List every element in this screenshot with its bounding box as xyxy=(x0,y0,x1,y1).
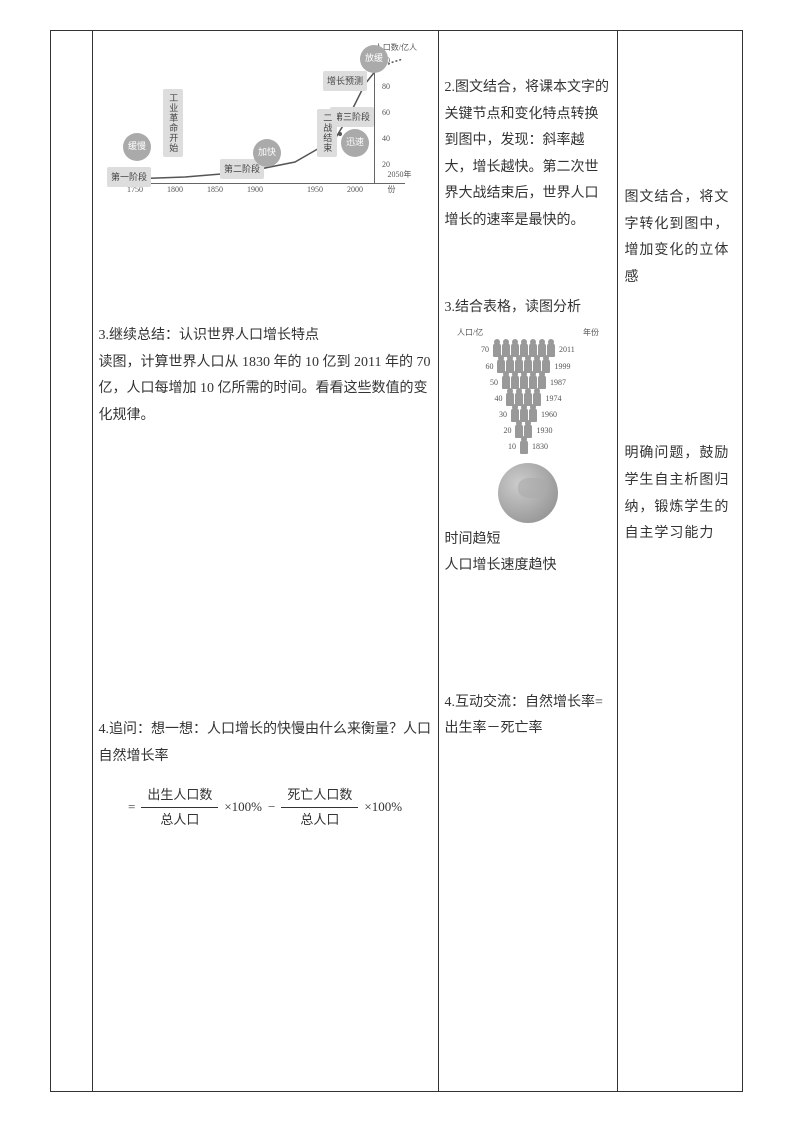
chart2-row-left: 70 xyxy=(469,342,489,357)
person-icon xyxy=(533,392,541,406)
chart2-right-title: 年份 xyxy=(583,325,599,340)
slow-bubble: 缓慢 xyxy=(123,133,151,161)
section-3-body: 读图，计算世界人口从 1830 年的 10 亿到 2011 年的 70 亿，人口… xyxy=(99,350,432,430)
globe-icon xyxy=(498,463,558,523)
equals-sign: = xyxy=(128,795,135,820)
table-col-4: 图文结合，将文字转化到图中，增加变化的立体感 明确问题，鼓励学生自主析图归纳，锻… xyxy=(618,31,743,1092)
growth-curve-chart: 人口数/亿人 100 80 60 40 20 1750 1800 1850 19… xyxy=(105,39,425,209)
document-page: 人口数/亿人 100 80 60 40 20 1750 1800 1850 19… xyxy=(0,0,793,1122)
chart2-row-right: 1974 xyxy=(545,391,573,406)
chart2-row-right: 1960 xyxy=(541,407,569,422)
fraction-birth: 出生人口数 总人口 xyxy=(141,783,218,833)
chart2-row-left: 40 xyxy=(482,391,502,406)
x-tick: 1900 xyxy=(247,183,263,197)
person-icon xyxy=(538,375,546,389)
chart2-row-left: 10 xyxy=(496,439,516,454)
table-col-2: 人口数/亿人 100 80 60 40 20 1750 1800 1850 19… xyxy=(92,31,438,1092)
x-tick: 1950 xyxy=(307,183,323,197)
chart2-row-people xyxy=(511,408,537,422)
population-triangle-chart: 人口/亿 年份 70201160199950198740197430196020… xyxy=(453,325,603,523)
x-tick: 2000 xyxy=(347,183,363,197)
ww2-tag: 二战结束 xyxy=(317,109,337,157)
person-icon xyxy=(547,343,555,357)
faster-bubble: 加快 xyxy=(253,139,281,167)
industrial-tag: 工业革命开始 xyxy=(163,89,183,157)
chart2-row-left: 20 xyxy=(491,423,511,438)
section-4-title: 4.追问：想一想：人口增长的快慢由什么来衡量？人口自然增长率 xyxy=(99,717,432,770)
pct-1: ×100% xyxy=(224,795,262,820)
numerator-death: 死亡人口数 xyxy=(281,783,358,809)
numerator-birth: 出生人口数 xyxy=(141,783,218,809)
stage-1-tag: 第一阶段 xyxy=(107,167,151,187)
minus-sign: − xyxy=(268,795,275,820)
section-4: 4.追问：想一想：人口增长的快慢由什么来衡量？人口自然增长率 = 出生人口数 总… xyxy=(99,717,432,833)
chart2-row-right: 1930 xyxy=(536,423,564,438)
chart2-row-right: 1999 xyxy=(554,359,582,374)
person-icon xyxy=(529,408,537,422)
chart2-row-left: 60 xyxy=(473,359,493,374)
chart2-row: 20 1930 xyxy=(453,423,603,438)
growth-rate-formula: = 出生人口数 总人口 ×100% − 死亡人口数 总人口 ×100% xyxy=(99,783,432,833)
col3-p4: 4.互动交流：自然增长率=出生率－死亡率 xyxy=(445,690,612,743)
chart2-row-people xyxy=(520,440,528,454)
col3-concl2: 人口增长速度趋快 xyxy=(445,553,612,580)
denominator-death: 总人口 xyxy=(294,808,345,833)
chart2-row-left: 30 xyxy=(487,407,507,422)
section-3: 3.继续总结：认识世界人口增长特点 读图，计算世界人口从 1830 年的 10 … xyxy=(99,323,432,429)
main-table: 人口数/亿人 100 80 60 40 20 1750 1800 1850 19… xyxy=(50,30,743,1092)
chart2-row-right: 1987 xyxy=(550,375,578,390)
col3-concl1: 时间趋短 xyxy=(445,527,612,554)
person-icon xyxy=(520,440,528,454)
table-col-1 xyxy=(51,31,93,1092)
table-col-3: 2.图文结合，将课本文字的关键节点和变化特点转换到图中，发现：斜率越大，增长越快… xyxy=(438,31,618,1092)
slowdown-bubble: 放缓 xyxy=(360,45,388,73)
denominator-birth: 总人口 xyxy=(154,808,205,833)
section-3-title: 3.继续总结：认识世界人口增长特点 xyxy=(99,323,432,350)
forecast-tag: 增长预测 xyxy=(323,71,367,91)
x-tick: 1800 xyxy=(167,183,183,197)
fraction-death: 死亡人口数 总人口 xyxy=(281,783,358,833)
col4-p1: 图文结合，将文字转化到图中，增加变化的立体感 xyxy=(624,185,736,291)
chart2-left-title: 人口/亿 xyxy=(457,325,483,340)
rapid-bubble: 迅速 xyxy=(341,129,369,157)
pct-2: ×100% xyxy=(364,795,402,820)
col3-p3-title: 3.结合表格，读图分析 xyxy=(445,295,612,322)
col4-p2: 明确问题，鼓励学生自主析图归纳，锻炼学生的自主学习能力 xyxy=(624,441,736,547)
chart2-row-right: 2011 xyxy=(559,342,587,357)
chart2-row: 60 1999 xyxy=(453,359,603,374)
chart2-row: 40 1974 xyxy=(453,391,603,406)
col3-p2: 2.图文结合，将课本文字的关键节点和变化特点转换到图中，发现：斜率越大，增长越快… xyxy=(445,75,612,235)
chart2-row: 10 1830 xyxy=(453,439,603,454)
chart2-row-left: 50 xyxy=(478,375,498,390)
x-tick: 1850 xyxy=(207,183,223,197)
chart2-row-right: 1830 xyxy=(532,439,560,454)
